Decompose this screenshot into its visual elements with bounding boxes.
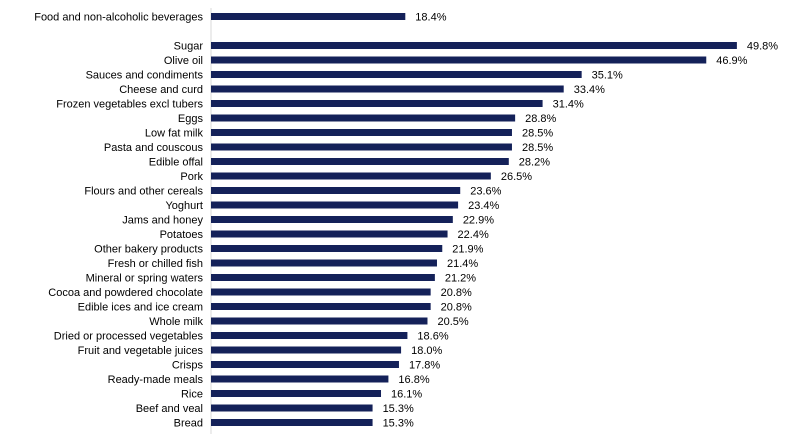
category-label: Edible offal	[149, 157, 203, 169]
category-label: Jams and honey	[122, 215, 203, 227]
value-labels: 18.4% 49.8%46.9% 35.1% 33.4% 31.4% 28.8% 28.5%…	[383, 12, 779, 430]
category-label: Low fat milk	[145, 128, 204, 140]
bar	[211, 332, 408, 339]
category-label: Ready-made meals	[108, 374, 204, 386]
category-label: Beef and veal	[136, 403, 203, 415]
bar	[211, 158, 509, 165]
category-label: Flours and other cereals	[84, 186, 203, 198]
value-label: 17.8%	[409, 360, 440, 372]
category-label: Whole milk	[149, 316, 203, 328]
value-label: 15.3%	[383, 418, 414, 430]
category-label: Olive oil	[164, 55, 203, 67]
value-label: 22.9%	[463, 215, 494, 227]
category-label: Fresh or chilled fish	[108, 258, 203, 270]
value-label: 20.8%	[441, 287, 472, 299]
bar	[211, 172, 491, 180]
value-label: 33.4%	[574, 84, 605, 96]
bar	[211, 42, 737, 49]
value-label: 22.4%	[458, 229, 489, 241]
category-label: Potatoes	[160, 229, 204, 241]
value-label: 18.6%	[417, 331, 448, 343]
bar	[211, 100, 543, 107]
bar	[211, 230, 448, 238]
category-label: Fruit and vegetable juices	[78, 345, 204, 357]
value-label: 21.9%	[452, 244, 483, 256]
bar	[211, 274, 435, 281]
value-label: 49.8%	[747, 41, 778, 53]
value-label: 23.6%	[470, 186, 501, 198]
category-label: Cocoa and powdered chocolate	[48, 287, 203, 299]
bar	[211, 143, 512, 151]
value-label: 46.9%	[716, 55, 747, 67]
bar	[211, 71, 582, 78]
bar	[211, 13, 406, 20]
bars-group	[211, 13, 737, 426]
bar	[211, 245, 443, 252]
bar	[211, 346, 402, 354]
bar	[211, 288, 431, 296]
value-label: 18.0%	[411, 345, 442, 357]
value-label: 18.4%	[415, 12, 446, 24]
category-label: Edible ices and ice cream	[78, 302, 203, 314]
value-label: 28.5%	[522, 128, 553, 140]
bar	[211, 390, 382, 397]
bar	[211, 375, 389, 383]
bar	[211, 85, 564, 93]
bar	[211, 303, 431, 310]
value-label: 16.8%	[398, 374, 429, 386]
value-label: 23.4%	[468, 200, 499, 212]
category-label: Frozen vegetables excl tubers	[56, 99, 203, 111]
value-label: 28.2%	[519, 157, 550, 169]
value-label: 16.1%	[391, 389, 422, 401]
category-label: Sauces and condiments	[86, 70, 204, 82]
category-label: Yoghurt	[165, 200, 203, 212]
category-label: Mineral or spring waters	[86, 273, 204, 285]
category-label: Dried or processed vegetables	[54, 331, 204, 343]
value-label: 20.5%	[437, 316, 468, 328]
category-label: Sugar	[174, 41, 204, 53]
category-label: Pork	[180, 171, 203, 183]
bar	[211, 56, 707, 64]
bar	[211, 404, 373, 412]
bar	[211, 201, 459, 209]
bar	[211, 317, 428, 325]
category-label: Pasta and couscous	[104, 142, 204, 154]
category-label: Other bakery products	[94, 244, 203, 256]
category-label: Food and non-alcoholic beverages	[34, 12, 203, 24]
value-label: 21.2%	[445, 273, 476, 285]
value-label: 26.5%	[501, 171, 532, 183]
bar	[211, 114, 516, 122]
category-label: Eggs	[178, 113, 204, 125]
bar	[211, 216, 453, 223]
category-label: Crisps	[172, 360, 204, 372]
value-label: 15.3%	[383, 403, 414, 415]
category-label: Bread	[174, 418, 203, 430]
bar	[211, 259, 437, 267]
value-label: 21.4%	[447, 258, 478, 270]
bar	[211, 129, 512, 136]
category-label: Cheese and curd	[119, 84, 203, 96]
bar	[211, 361, 399, 368]
value-label: 20.8%	[441, 302, 472, 314]
category-labels: Food and non-alcoholic beverages Sugar Oli…	[34, 12, 203, 430]
bar	[211, 419, 373, 426]
value-label: 35.1%	[592, 70, 623, 82]
value-label: 31.4%	[553, 99, 584, 111]
bar	[211, 187, 461, 194]
value-label: 28.5%	[522, 142, 553, 154]
category-label: Rice	[181, 389, 203, 401]
value-label: 28.8%	[525, 113, 556, 125]
